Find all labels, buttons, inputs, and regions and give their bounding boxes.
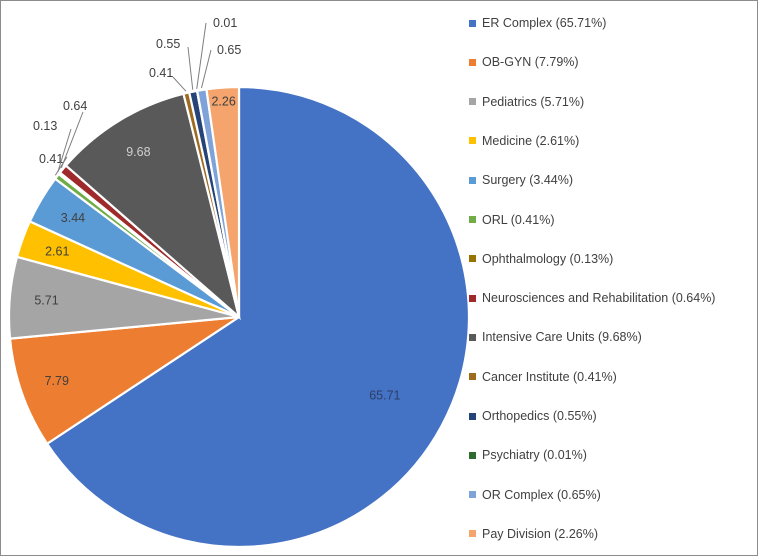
data-label-pediatrics: 5.71	[34, 294, 58, 308]
legend-item-orl: ORL (0.41%)	[469, 210, 554, 230]
legend-swatch	[469, 491, 476, 499]
leader-line-orthopedics	[187, 46, 194, 90]
legend-item-orthopedics: Orthopedics (0.55%)	[469, 406, 597, 426]
legend-swatch	[469, 373, 476, 381]
legend-label: Pay Division (2.26%)	[482, 526, 599, 541]
legend-swatch	[469, 333, 476, 341]
legend-label: Intensive Care Units (9.68%)	[482, 330, 642, 345]
data-label-or-complex: 0.65	[217, 43, 241, 57]
data-label-neurosciences-and-rehabilitation: 0.64	[63, 99, 87, 113]
legend-label: OB-GYN (7.79%)	[482, 55, 579, 70]
legend-swatch	[469, 216, 476, 223]
pie-slice-pay-division	[205, 85, 241, 318]
legend-swatch	[469, 137, 476, 145]
pie-slice-er-complex	[45, 85, 471, 549]
data-label-ob-gyn: 7.79	[45, 374, 69, 388]
data-label-cancer-institute: 0.41	[149, 66, 173, 80]
legend-swatch	[469, 294, 476, 302]
legend-swatch	[469, 176, 476, 184]
legend-label: Psychiatry (0.01%)	[482, 448, 587, 463]
pie-slices	[7, 85, 471, 549]
data-label-surgery: 3.44	[61, 211, 85, 225]
legend-label: Surgery (3.44%)	[482, 173, 574, 188]
legend-item-neurosciences-and-rehabilitation: Neurosciences and Rehabilitation (0.64%)	[469, 288, 715, 308]
legend-item-pediatrics: Pediatrics (5.71%)	[469, 92, 584, 112]
data-label-psychiatry: 0.01	[213, 16, 237, 30]
legend-label: OR Complex (0.65%)	[482, 487, 601, 502]
leader-line-orl	[54, 156, 68, 176]
legend-item-intensive-care-units: Intensive Care Units (9.68%)	[469, 327, 642, 347]
legend-label: Pediatrics (5.71%)	[482, 94, 585, 109]
data-label-pay-division: 2.26	[211, 94, 235, 108]
legend-item-ophthalmology: Ophthalmology (0.13%)	[469, 249, 613, 269]
legend-item-medicine: Medicine (2.61%)	[469, 131, 579, 151]
legend-swatch	[469, 255, 476, 263]
pie-slice-ob-gyn	[8, 315, 240, 446]
legend-label: Medicine (2.61%)	[482, 133, 580, 148]
legend-swatch	[469, 98, 476, 106]
legend-item-cancer-institute: Cancer Institute (0.41%)	[469, 367, 617, 387]
leader-line-ophthalmology	[57, 128, 72, 173]
legend-label: Neurosciences and Rehabilitation (0.64%)	[482, 291, 716, 306]
data-label-er-complex: 65.71	[369, 388, 400, 402]
legend-item-er-complex: ER Complex (65.71%)	[469, 13, 606, 33]
data-label-ophthalmology: 0.13	[33, 119, 57, 133]
legend-swatch	[469, 58, 476, 66]
pie-data-labels: 65.71 7.79 5.71 2.61 3.44 0.41 0.13 0.64 9.68 0.4…	[33, 16, 401, 402]
leader-line-cancer-institute	[172, 76, 187, 92]
legend-label: ER Complex (65.71%)	[482, 16, 607, 30]
legend-swatch	[469, 412, 476, 420]
data-label-medicine: 2.61	[45, 244, 69, 258]
legend-swatch	[469, 530, 476, 538]
legend-item-or-complex: OR Complex (0.65%)	[469, 485, 601, 505]
pie-slice-intensive-care-units	[64, 92, 241, 321]
data-label-orl: 0.41	[39, 152, 63, 166]
data-label-intensive-care-units: 9.68	[126, 145, 150, 159]
leader-line-or-complex	[200, 49, 212, 89]
legend-swatch	[469, 451, 476, 459]
legend-label: ORL (0.41%)	[482, 212, 555, 227]
legend-item-pay-division: Pay Division (2.26%)	[469, 524, 598, 544]
legend-item-ob-gyn: OB-GYN (7.79%)	[469, 52, 579, 72]
legend-item-psychiatry: Psychiatry (0.01%)	[469, 445, 587, 465]
legend-label: Orthopedics (0.55%)	[482, 409, 597, 423]
leader-line-psychiatry	[196, 22, 207, 89]
legend-swatch	[469, 19, 476, 27]
legend-item-surgery: Surgery (3.44%)	[469, 170, 573, 190]
leader-line-neurosciences-and-rehabilitation	[60, 111, 84, 168]
legend-label: Cancer Institute (0.41%)	[482, 369, 617, 384]
data-label-orthopedics: 0.55	[156, 37, 180, 51]
legend-label: Ophthalmology (0.13%)	[482, 251, 614, 266]
